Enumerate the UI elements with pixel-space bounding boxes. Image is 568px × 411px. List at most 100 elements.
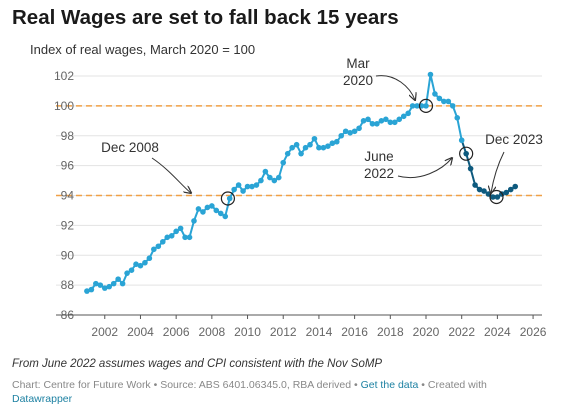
y-tick-label: 100 xyxy=(54,99,74,113)
x-tick-label: 2008 xyxy=(198,325,225,339)
y-tick-label: 98 xyxy=(61,129,75,143)
data-point-actual xyxy=(414,103,420,109)
data-point-actual xyxy=(195,206,202,212)
data-point-actual xyxy=(222,213,229,220)
x-tick-label: 2012 xyxy=(270,325,297,339)
chart-note: From June 2022 assumes wages and CPI con… xyxy=(12,358,383,370)
annotation-arrow xyxy=(151,157,191,193)
data-point-actual xyxy=(84,288,90,294)
annotation-label: Mar 2020 xyxy=(343,56,373,88)
data-point-actual xyxy=(383,116,389,123)
data-point-actual xyxy=(360,118,367,124)
data-point-actual xyxy=(159,239,166,245)
data-point-actual xyxy=(284,150,291,157)
data-point-actual xyxy=(275,174,282,181)
annotation-arrow xyxy=(397,158,452,178)
data-point-actual xyxy=(240,188,246,194)
data-point-actual xyxy=(226,195,233,202)
data-point-actual xyxy=(124,270,130,276)
data-point-actual xyxy=(97,282,104,288)
x-tick-label: 2022 xyxy=(448,325,475,339)
data-point-actual xyxy=(209,203,215,209)
y-tick-label: 92 xyxy=(61,218,75,232)
data-point-forecast xyxy=(467,165,474,172)
data-point-actual xyxy=(151,246,157,253)
data-point-actual xyxy=(164,234,171,241)
y-tick-label: 96 xyxy=(61,159,75,173)
data-point-actual xyxy=(177,225,184,232)
annotation-label: Dec 2008 xyxy=(101,140,159,155)
data-point-actual xyxy=(267,174,273,181)
data-point-actual xyxy=(88,286,95,293)
data-point-actual xyxy=(101,285,108,291)
data-point-forecast xyxy=(512,183,519,190)
get-data-link[interactable]: Get the data xyxy=(360,379,419,391)
data-point-actual xyxy=(432,91,438,97)
data-point-forecast xyxy=(494,194,501,200)
annotation-label-line: Dec 2008 xyxy=(101,140,159,155)
y-tick-label: 94 xyxy=(61,189,75,203)
data-point-actual xyxy=(298,150,304,157)
x-tick-label: 2018 xyxy=(377,325,404,339)
x-tick-label: 2014 xyxy=(306,325,333,339)
x-tick-label: 2002 xyxy=(91,325,118,339)
annotation-marker xyxy=(489,189,504,205)
data-point-actual xyxy=(423,103,429,109)
annotation-label-line: Mar xyxy=(346,56,370,71)
data-point-actual xyxy=(262,168,269,175)
annotation-marker xyxy=(459,146,474,161)
data-point-forecast xyxy=(507,186,514,193)
data-point-actual xyxy=(333,138,340,145)
x-tick-label: 2010 xyxy=(234,325,261,339)
footer-created-with: • Created with xyxy=(418,379,487,391)
data-point-actual xyxy=(110,280,117,287)
annotations-layer: Dec 2008 Mar 2020 June 2022 Dec 2023 xyxy=(101,56,543,206)
data-point-actual xyxy=(204,204,211,211)
chart-title: Real Wages are set to fall back 15 years xyxy=(12,6,399,29)
data-point-actual xyxy=(427,71,434,78)
y-tick-label: 102 xyxy=(54,69,74,83)
data-point-actual xyxy=(405,110,411,117)
data-point-forecast xyxy=(476,186,483,193)
data-point-actual xyxy=(311,135,318,142)
data-point-actual xyxy=(249,183,255,190)
data-point-forecast xyxy=(503,189,510,196)
data-point-forecast xyxy=(463,150,469,157)
data-point-actual xyxy=(146,255,153,262)
data-point-actual xyxy=(258,177,264,184)
chart-subtitle: Index of real wages, March 2020 = 100 xyxy=(30,42,256,57)
x-tick-label: 2016 xyxy=(341,325,368,339)
data-point-actual xyxy=(449,103,456,109)
data-point-actual xyxy=(391,119,398,126)
data-point-actual xyxy=(400,113,407,120)
data-point-actual xyxy=(213,207,220,214)
data-point-actual xyxy=(186,234,193,241)
reference-lines-layer xyxy=(56,105,542,197)
data-point-actual xyxy=(106,283,113,290)
data-point-actual xyxy=(231,186,237,193)
data-point-actual xyxy=(142,259,148,266)
x-tick-label: 2020 xyxy=(413,325,440,339)
data-point-actual xyxy=(244,183,251,190)
x-tick-label: 2004 xyxy=(127,325,154,339)
data-point-actual xyxy=(280,159,287,166)
annotation-label-line: Dec 2023 xyxy=(485,132,543,147)
data-point-forecast xyxy=(472,182,478,188)
data-point-actual xyxy=(342,128,349,135)
annotation-label-line: June xyxy=(364,149,393,164)
data-point-actual xyxy=(119,280,126,287)
annotation-label-line: 2020 xyxy=(343,73,373,88)
data-point-actual xyxy=(307,141,313,148)
data-point-actual xyxy=(93,280,99,287)
series-layer xyxy=(84,71,519,294)
datawrapper-link[interactable]: Datawrapper xyxy=(12,393,73,405)
annotation-marker xyxy=(220,191,236,206)
annotation-marker xyxy=(418,98,434,113)
data-point-actual xyxy=(338,132,345,139)
data-point-actual xyxy=(458,137,465,144)
data-point-actual xyxy=(378,118,385,124)
data-point-actual xyxy=(347,129,353,136)
data-point-actual xyxy=(316,144,322,151)
annotation-label: June 2022 xyxy=(364,149,394,181)
data-point-forecast xyxy=(481,188,487,194)
